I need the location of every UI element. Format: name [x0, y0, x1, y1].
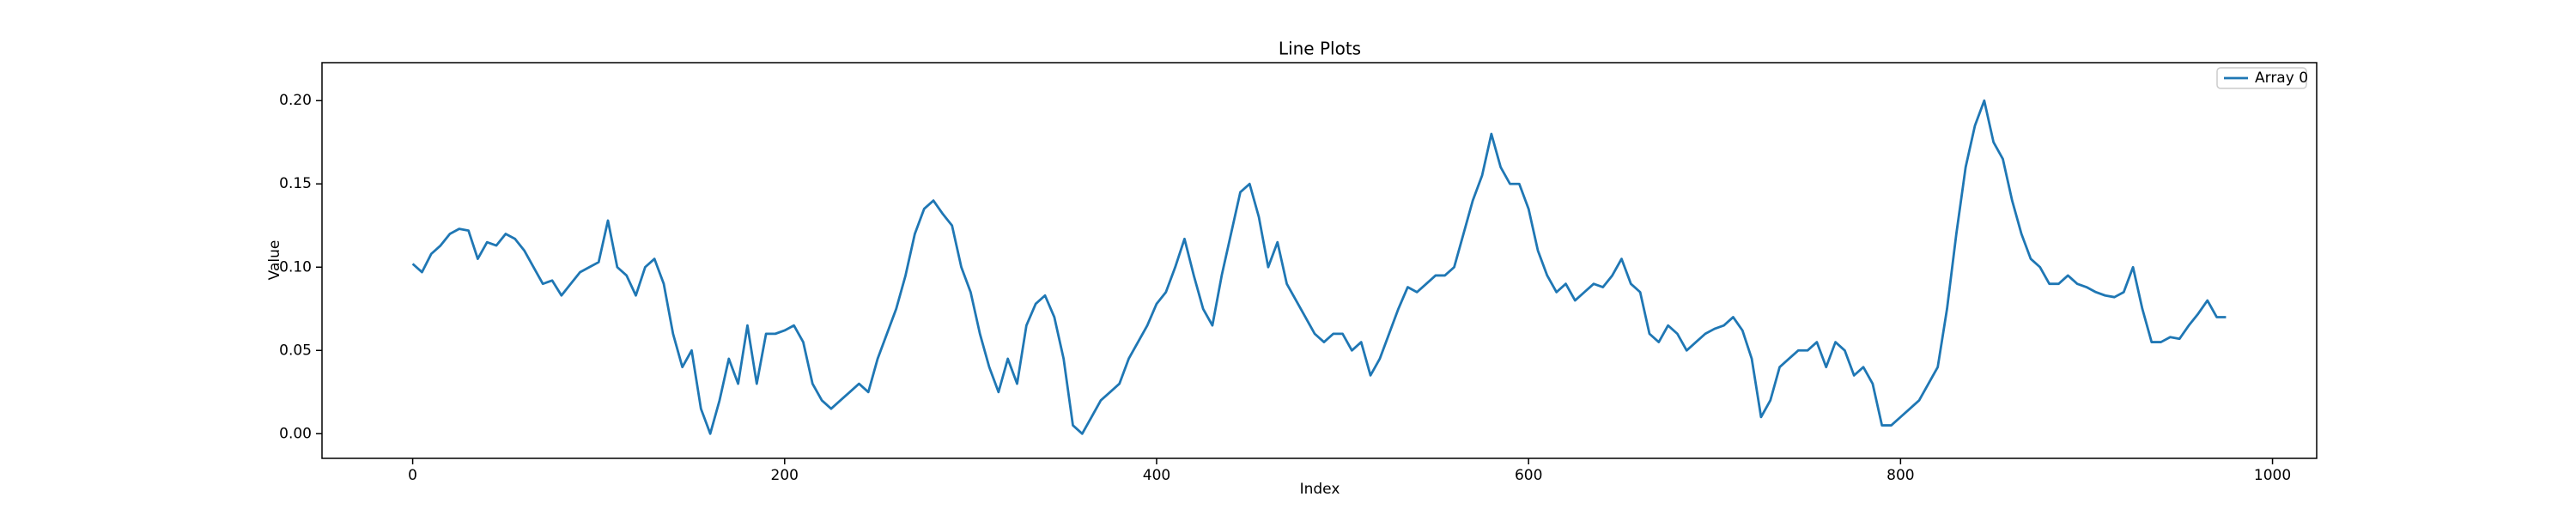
chart-title: Line Plots	[1279, 39, 1361, 59]
x-tick-label: 1000	[2254, 467, 2291, 484]
x-tick-label: 400	[1143, 467, 1170, 484]
x-tick-label: 800	[1886, 467, 1914, 484]
x-tick-label: 600	[1515, 467, 1542, 484]
line	[411, 99, 2227, 435]
y-tick-label: 0.15	[279, 175, 312, 192]
y-tick-label: 0.10	[279, 258, 312, 276]
x-axis-label: Index	[1300, 481, 1340, 498]
y-axis-label: Value	[266, 240, 283, 281]
y-tick-label: 0.05	[279, 342, 312, 359]
legend-label: Array 0	[2255, 70, 2308, 87]
plot-frame	[321, 62, 2318, 459]
legend-box	[2216, 67, 2307, 89]
x-tick-label: 0	[408, 467, 417, 484]
y-tick-label: 0.00	[279, 425, 312, 442]
x-tick-label: 200	[771, 467, 799, 484]
y-tick-label: 0.20	[279, 92, 312, 109]
